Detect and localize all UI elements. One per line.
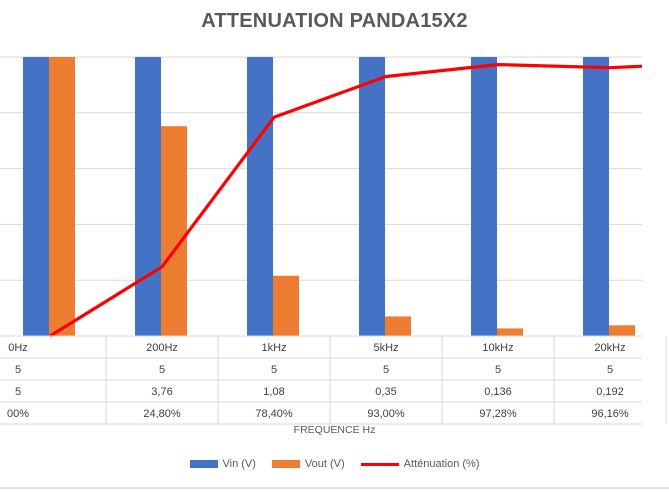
bar-vout-5kHz bbox=[385, 316, 411, 336]
bar-vout-20kHz bbox=[609, 325, 635, 336]
table-cell: 5 bbox=[271, 364, 277, 376]
x-tick-label: 20kHz bbox=[594, 342, 625, 354]
x-tick-label: 200Hz bbox=[146, 342, 178, 354]
x-tick-label: 5kHz bbox=[373, 342, 398, 354]
x-tick-label: 0Hz bbox=[8, 342, 28, 354]
bottom-divider bbox=[0, 487, 669, 489]
x-axis-label: FREQUENCE Hz bbox=[293, 424, 376, 436]
table-cell: 5 bbox=[15, 364, 21, 376]
table-cell: 5 bbox=[495, 364, 501, 376]
bars bbox=[23, 57, 635, 336]
attenuation-line bbox=[49, 62, 643, 338]
bar-vin-5kHz bbox=[359, 57, 385, 336]
table-cell: 24,80% bbox=[143, 408, 181, 420]
attenuation-line-path bbox=[49, 62, 611, 338]
legend-label-attenuation: Atténuation (%) bbox=[403, 458, 480, 470]
legend-item-vin: Vin (V) bbox=[189, 458, 256, 470]
table-cell: 97,28% bbox=[479, 408, 517, 420]
legend-swatch-attenuation bbox=[360, 462, 399, 466]
legend-label-vout: Vout (V) bbox=[304, 458, 345, 470]
data-table: 0Hz 200Hz 1kHz 5kHz 10kHz 20kHz 5 5 5 5 5 5 5 3,76 1,0… bbox=[0, 335, 667, 425]
attenuation-line-tail bbox=[609, 64, 643, 70]
bar-vout-10kHz bbox=[497, 328, 523, 336]
legend-swatch-vout bbox=[271, 460, 300, 468]
gridlines bbox=[0, 56, 642, 337]
legend: Vin (V) Vout (V) Atténuation (%) bbox=[0, 458, 669, 470]
bar-vin-10kHz bbox=[471, 57, 497, 336]
table-cell: 78,40% bbox=[255, 408, 293, 420]
table-cell: 1,08 bbox=[263, 386, 284, 398]
bar-vout-1kHz bbox=[273, 275, 299, 336]
bar-vin-20kHz bbox=[583, 57, 609, 336]
bar-vout-200Hz bbox=[161, 126, 187, 336]
bar-vin-200Hz bbox=[135, 57, 161, 336]
table-cell: 5 bbox=[383, 364, 389, 376]
x-tick-label: 10kHz bbox=[482, 342, 513, 354]
table-cell: 0,192 bbox=[596, 386, 624, 398]
table-cell: 00% bbox=[7, 408, 29, 420]
chart-title: ATTENUATION PANDA15X2 bbox=[201, 10, 468, 32]
table-cell: 5 bbox=[159, 364, 165, 376]
bar-vin-20Hz bbox=[23, 57, 49, 336]
table-cell: 3,76 bbox=[151, 386, 172, 398]
table-cell: 5 bbox=[15, 386, 21, 398]
x-tick-label: 1kHz bbox=[261, 342, 286, 354]
legend-item-vout: Vout (V) bbox=[271, 458, 345, 470]
table-cell: 0,136 bbox=[484, 386, 512, 398]
bar-vin-1kHz bbox=[247, 57, 273, 336]
legend-swatch-vin bbox=[189, 460, 218, 468]
legend-item-attenuation: Atténuation (%) bbox=[360, 458, 480, 470]
table-cell: 93,00% bbox=[367, 408, 405, 420]
bar-vout-20Hz bbox=[49, 57, 75, 336]
table-cell: 5 bbox=[607, 364, 613, 376]
legend-label-vin: Vin (V) bbox=[222, 458, 256, 470]
table-cell: 0,35 bbox=[375, 386, 396, 398]
table-cell: 96,16% bbox=[591, 408, 629, 420]
